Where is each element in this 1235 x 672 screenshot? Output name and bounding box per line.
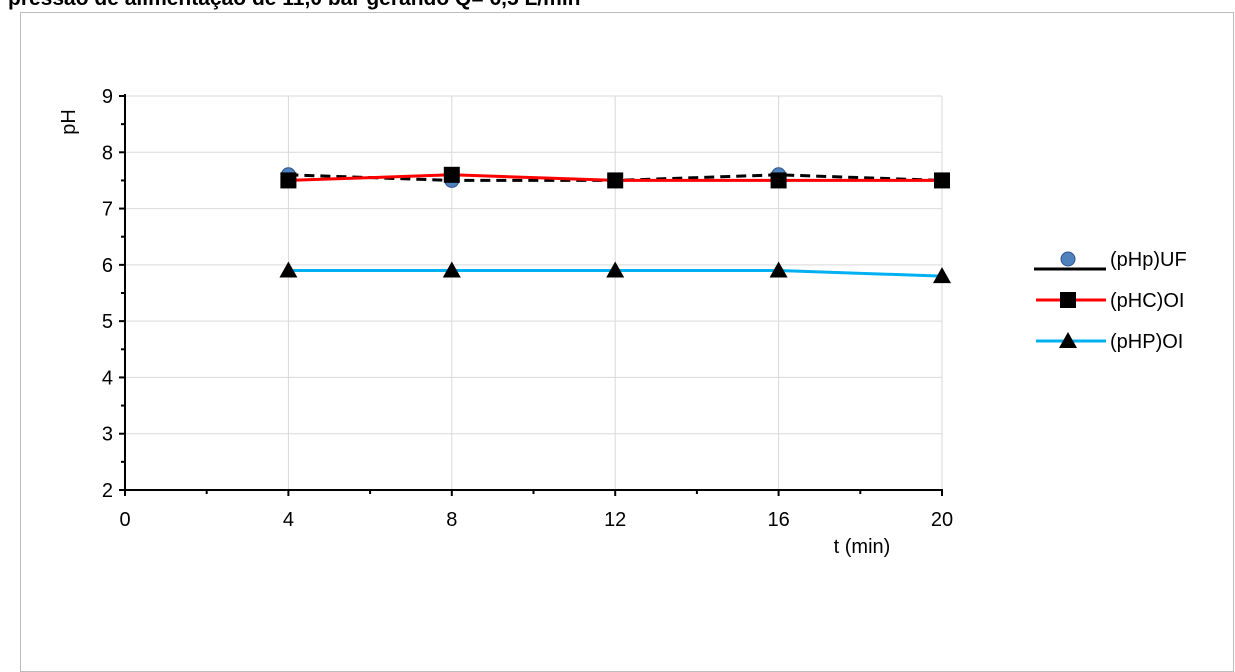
data-point (607, 172, 624, 189)
x-tick-label: 8 (446, 509, 457, 531)
series-1 (280, 166, 950, 189)
legend-label: (pHP)OI (1110, 331, 1183, 353)
legend-label: (pHp)UF (1110, 249, 1187, 271)
x-tick-label: 0 (119, 509, 130, 531)
x-tick-label: 20 (931, 509, 953, 531)
series-layer (279, 166, 951, 284)
legend: (pHp)UF (pHC)OI (pHP)OI (1034, 249, 1187, 353)
legend-item: (pHP)OI (1036, 331, 1183, 353)
y-tick-label: 8 (102, 142, 113, 164)
y-axis-title: pH (58, 109, 80, 135)
y-tick-label: 5 (102, 311, 113, 333)
chart-heading: pressão de alimentação de 11,0 bar geran… (8, 0, 580, 11)
data-point (934, 172, 950, 189)
tick-labels: 2 3 4 5 6 7 8 9 0 4 8 12 16 20 (102, 86, 953, 531)
x-tick-label: 12 (604, 509, 626, 531)
x-tick-label: 16 (767, 509, 789, 531)
y-tick-label: 3 (102, 424, 113, 446)
data-point (770, 172, 787, 189)
legend-marker (1060, 251, 1076, 267)
y-tick-label: 2 (102, 480, 113, 502)
legend-marker (1060, 292, 1076, 308)
axes (119, 94, 943, 496)
legend-item: (pHC)OI (1036, 290, 1184, 312)
legend-marker (1059, 332, 1077, 348)
x-axis-title: t (min) (834, 536, 891, 558)
legend-label: (pHC)OI (1110, 290, 1184, 312)
grid-lines (125, 95, 943, 490)
y-tick-label: 4 (102, 367, 113, 389)
data-point (933, 267, 951, 284)
y-tick-label: 9 (102, 86, 113, 108)
x-tick-label: 4 (283, 509, 294, 531)
data-point (606, 261, 625, 278)
data-point (442, 261, 461, 278)
series-2 (279, 261, 951, 284)
data-point (280, 172, 297, 189)
data-point (769, 261, 788, 278)
data-point (279, 261, 298, 278)
y-tick-label: 7 (102, 199, 113, 221)
y-tick-label: 6 (102, 255, 113, 277)
data-point (443, 166, 460, 183)
legend-item: (pHp)UF (1034, 249, 1187, 271)
